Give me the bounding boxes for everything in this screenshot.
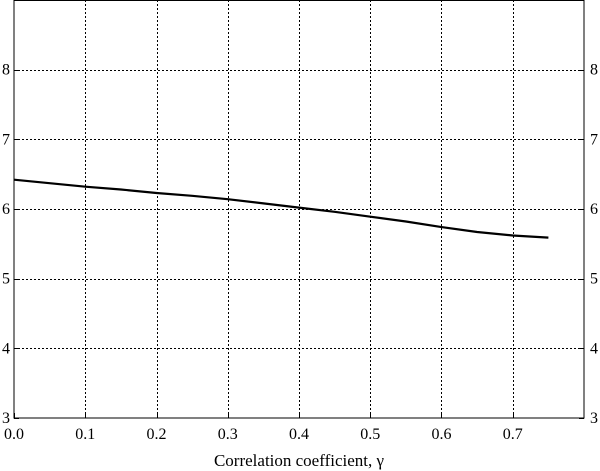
y-tick-label-right: 8	[590, 62, 598, 79]
tick-marks	[14, 70, 584, 419]
y-tick-label-right: 3	[590, 410, 598, 427]
y-tick-label-left: 3	[2, 410, 10, 427]
y-tick-label-left: 5	[2, 271, 10, 288]
tick-labels: 0.0 0.1 0.2 0.3 0.4 0.5 0.6 0.7 3 3 4 4 5 5 6 6 7 7 8 8	[2, 62, 598, 443]
x-tick-label: 0.1	[75, 426, 95, 443]
x-tick-label: 0.3	[218, 426, 238, 443]
y-tick-label-left: 6	[2, 201, 10, 218]
y-tick-label-right: 4	[590, 340, 598, 357]
x-tick-label: 0.7	[503, 426, 523, 443]
x-tick-label: 0.6	[432, 426, 452, 443]
x-axis-title: Correlation coefficient, γ	[214, 451, 385, 470]
grid-lines	[14, 0, 584, 418]
y-tick-label-left: 8	[2, 62, 10, 79]
y-tick-label-right: 7	[590, 131, 598, 148]
series-layer	[13, 178, 549, 239]
x-tick-label: 0.5	[360, 426, 380, 443]
y-tick-label-left: 7	[2, 131, 10, 148]
x-tick-label: 0.2	[147, 426, 167, 443]
x-tick-label: 0.0	[4, 426, 24, 443]
series-line	[13, 178, 549, 239]
x-tick-label: 0.4	[289, 426, 309, 443]
y-tick-label-left: 4	[2, 340, 10, 357]
y-tick-label-right: 5	[590, 271, 598, 288]
y-tick-label-right: 6	[590, 201, 598, 218]
